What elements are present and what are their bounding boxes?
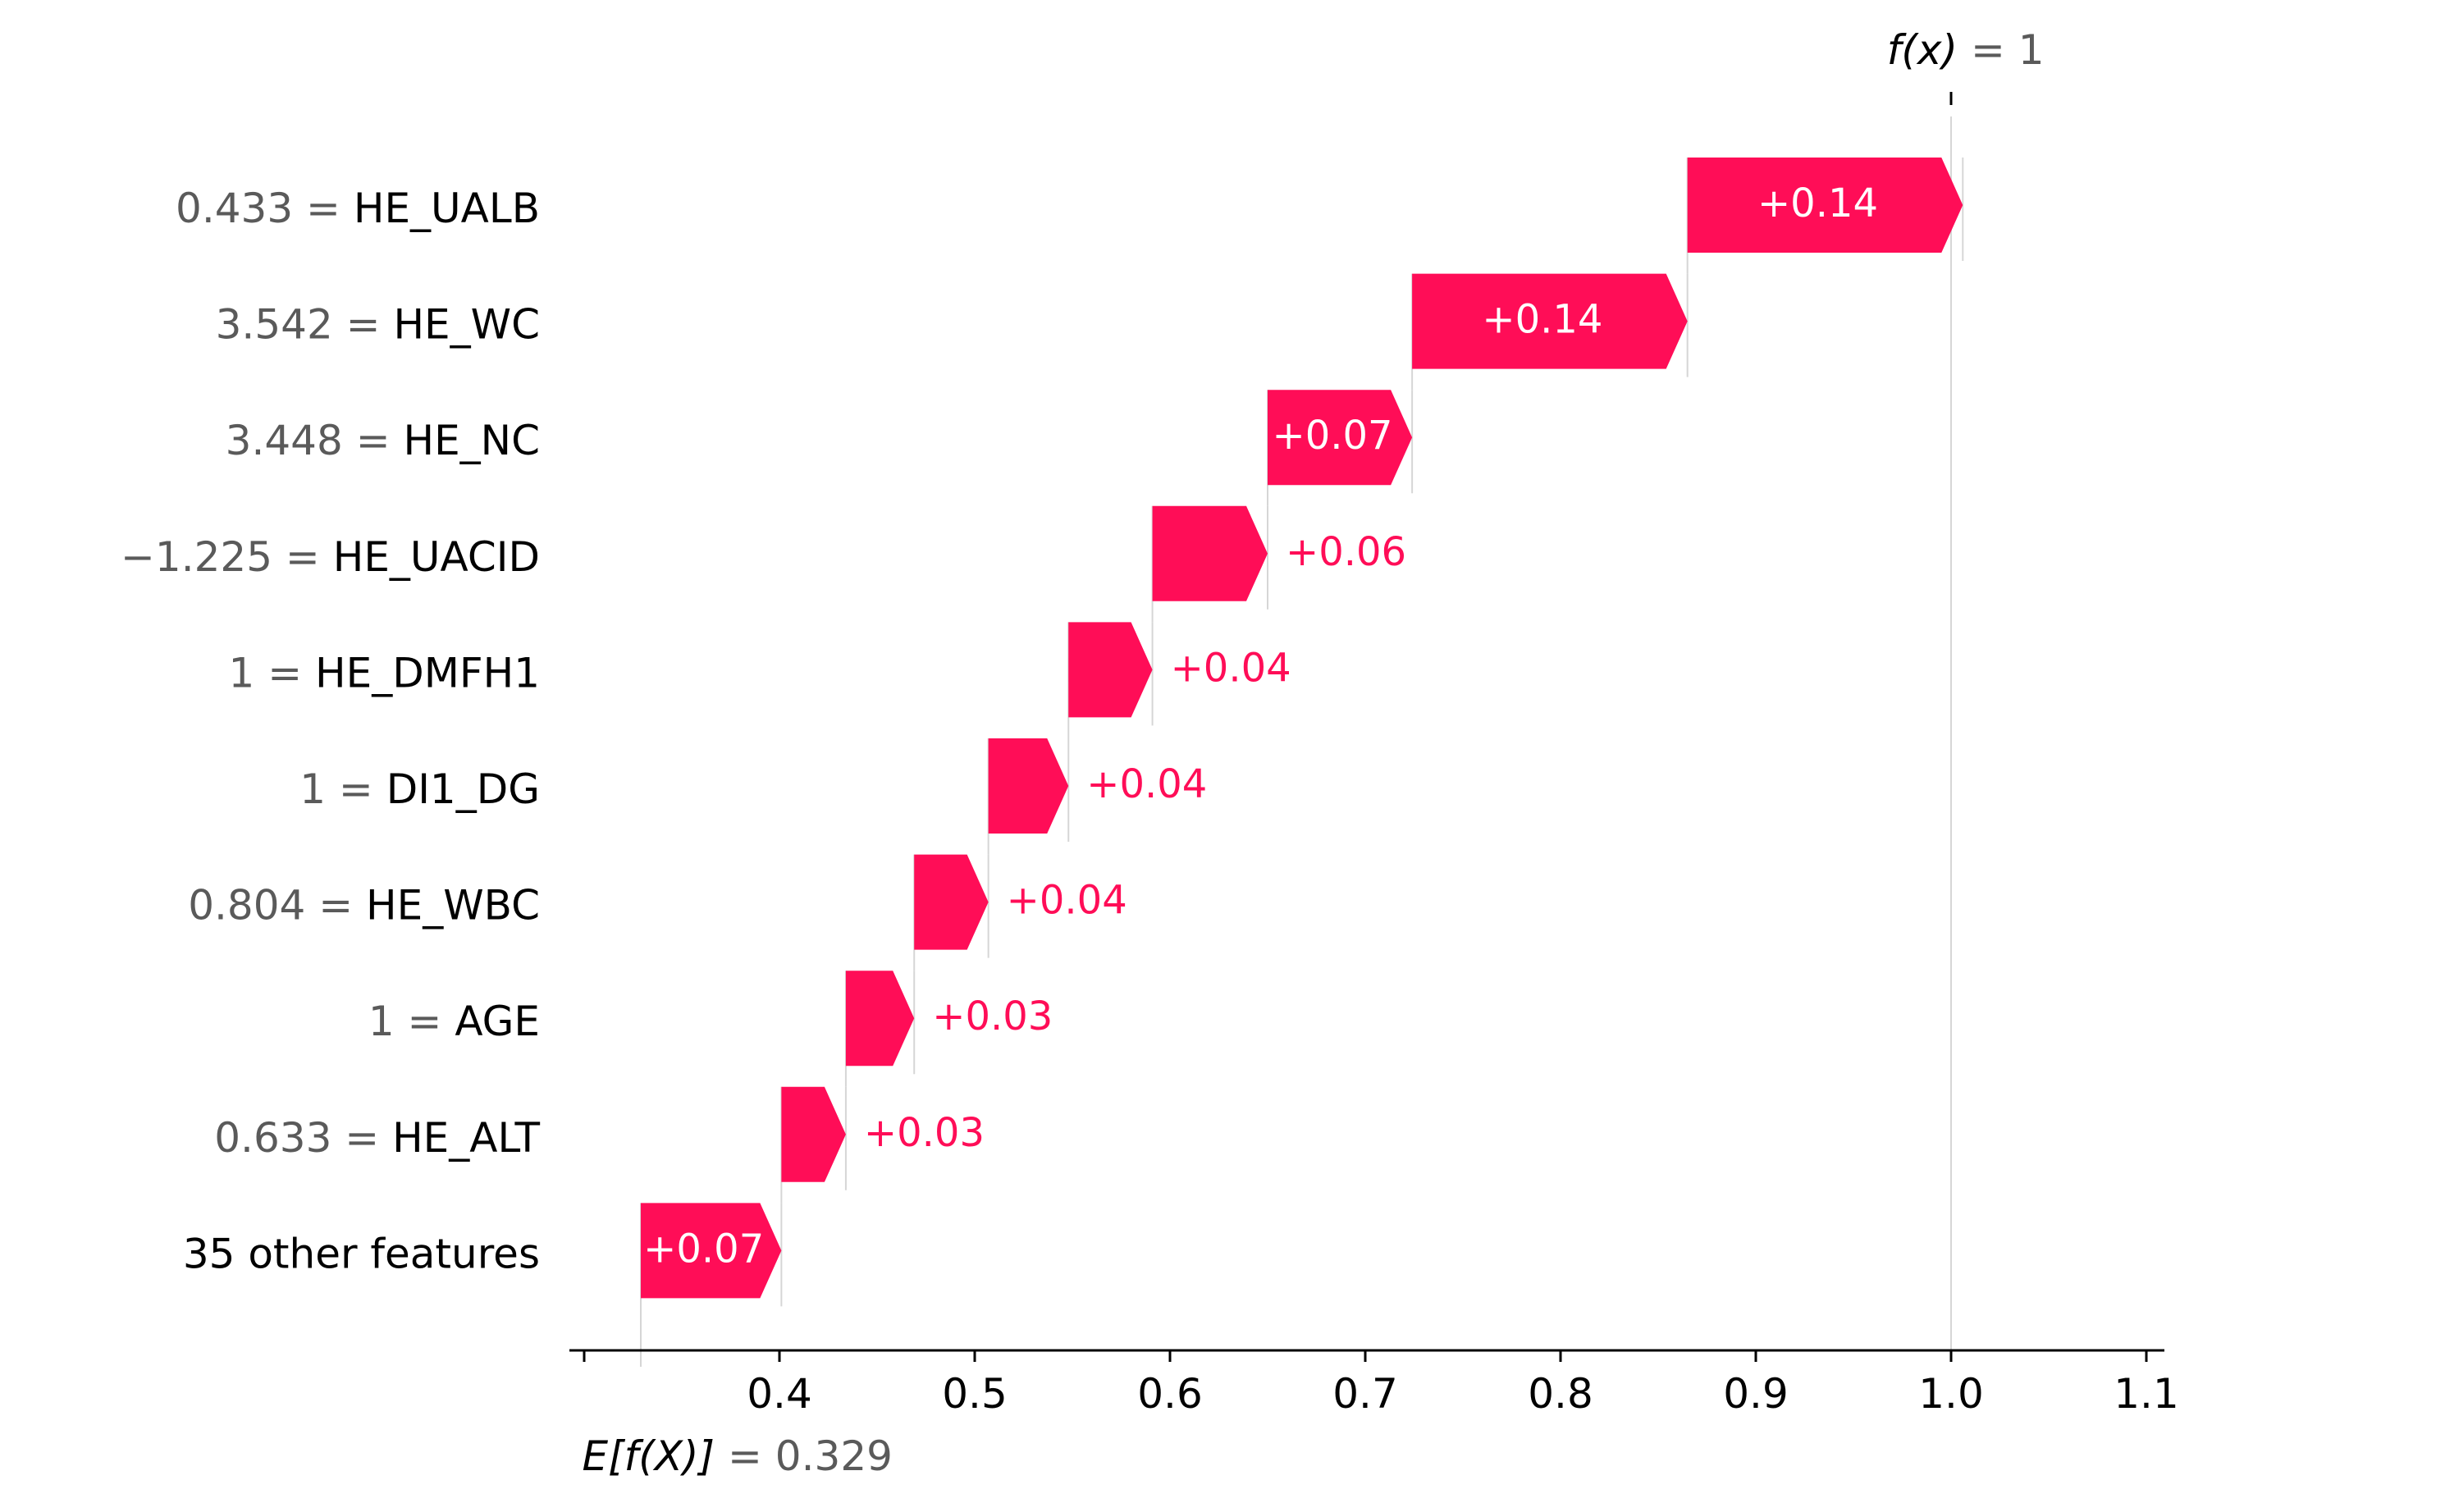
contribution-bar	[1152, 505, 1268, 601]
feature-name: HE_ALT	[392, 1114, 540, 1162]
feature-label: 3.448 = HE_NC	[226, 417, 540, 464]
feature-value: 0.633 =	[214, 1114, 392, 1162]
feature-name: DI1_DG	[386, 765, 540, 813]
feature-label: 0.804 = HE_WBC	[188, 882, 540, 930]
feature-name: AGE	[455, 998, 540, 1045]
feature-name: HE_UACID	[333, 533, 540, 581]
contribution-label: +0.04	[1007, 878, 1127, 924]
feature-name: HE_NC	[403, 417, 540, 464]
feature-value: 1 =	[229, 649, 316, 697]
contribution-label: +0.03	[932, 994, 1053, 1039]
contribution-label: +0.04	[1171, 645, 1291, 691]
feature-label: −1.225 = HE_UACID	[121, 533, 540, 581]
feature-name: HE_WC	[393, 301, 540, 349]
feature-label: 35 other features	[183, 1230, 540, 1277]
feature-value: 0.804 =	[188, 882, 366, 930]
guide-lines	[640, 92, 1964, 1367]
contribution-bar	[1412, 273, 1688, 369]
feature-label: 0.633 = HE_ALT	[214, 1114, 540, 1162]
x-tick-label: 1.1	[2114, 1370, 2179, 1418]
x-tick-label: 0.6	[1137, 1370, 1203, 1418]
output-value-label: = 1	[1971, 26, 2045, 74]
feature-label: 1 = HE_DMFH1	[229, 649, 541, 697]
contribution-bar	[1687, 158, 1963, 253]
feature-label: 1 = DI1_DG	[299, 765, 540, 813]
x-tick-label: 1.0	[1918, 1370, 1984, 1418]
contribution-bar	[988, 738, 1069, 834]
feature-name: HE_DMFH1	[315, 649, 540, 697]
annotations: f(x) = 1 E[f(X)] = 0.329	[583, 26, 2045, 1480]
contribution-bar	[914, 854, 989, 950]
feature-value: 0.433 =	[176, 185, 354, 232]
output-value-expression: f(x)	[1887, 26, 1958, 74]
x-tick-label: 0.8	[1528, 1370, 1593, 1418]
feature-name: HE_UALB	[354, 185, 540, 232]
contribution-bar	[1268, 390, 1413, 486]
contribution-bar	[641, 1203, 782, 1299]
feature-label: 3.542 = HE_WC	[216, 301, 540, 349]
feature-label: 0.433 = HE_UALB	[176, 185, 540, 232]
x-axis: 0.4 0.5 0.6 0.7 0.8 0.9 1.0 1.1	[569, 1349, 2179, 1418]
contribution-label: +0.03	[864, 1110, 985, 1156]
contribution-label: +0.04	[1086, 761, 1207, 807]
feature-name: 35 other features	[183, 1230, 540, 1277]
feature-label: 1 = AGE	[368, 998, 540, 1045]
x-tick-label: 0.4	[747, 1370, 812, 1418]
contribution-label: +0.07	[1273, 413, 1393, 459]
contribution-bar	[845, 971, 915, 1067]
feature-value: 1 =	[368, 998, 455, 1045]
feature-labels: 0.433 = HE_UALB 3.542 = HE_WC 3.448 = HE_N…	[121, 185, 540, 1277]
contribution-bar	[781, 1086, 846, 1182]
contribution-label: +0.14	[1482, 297, 1602, 343]
contribution-label: +0.06	[1286, 529, 1406, 575]
x-tick-label: 0.9	[1723, 1370, 1789, 1418]
contribution-label: +0.14	[1757, 180, 1878, 226]
contribution-bars: +0.14 +0.14 +0.07 +0.06 +0.04 +0.04 +0.04 +0.03…	[641, 158, 1963, 1299]
feature-name: HE_WBC	[366, 882, 540, 930]
contribution-bar	[1068, 622, 1153, 718]
feature-value: 1 =	[299, 765, 386, 813]
base-value-expression: E[f(X)]	[583, 1432, 715, 1480]
feature-value: −1.225 =	[121, 533, 333, 581]
feature-value: 3.542 =	[216, 301, 394, 349]
contribution-label: +0.07	[643, 1226, 764, 1272]
base-value-label: = 0.329	[728, 1432, 893, 1480]
feature-value: 3.448 =	[226, 417, 404, 464]
x-tick-label: 0.5	[942, 1370, 1008, 1418]
x-tick-label: 0.7	[1332, 1370, 1398, 1418]
